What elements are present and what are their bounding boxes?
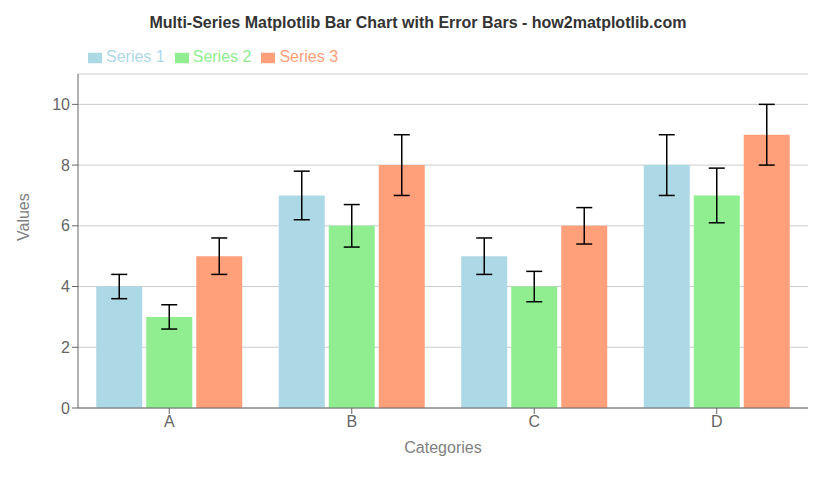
svg-text:0: 0 — [61, 400, 70, 417]
svg-text:Categories: Categories — [404, 439, 481, 456]
svg-text:B: B — [346, 413, 357, 430]
svg-text:D: D — [711, 413, 723, 430]
html-text:Series 1: Series 1 — [106, 48, 165, 65]
html-text:Multi-Series Matplotlib Bar Ch: Multi-Series Matplotlib Bar Chart with E… — [149, 14, 687, 31]
html-text:Series 3: Series 3 — [279, 48, 339, 65]
svg-text:10: 10 — [52, 96, 70, 113]
html-text:Series 2: Series 2 — [192, 48, 252, 65]
svg-text:4: 4 — [61, 278, 70, 295]
svg-text:A: A — [164, 413, 175, 430]
svg-text:8: 8 — [61, 157, 70, 174]
svg-text:6: 6 — [61, 217, 70, 234]
svg-text:C: C — [528, 413, 540, 430]
svg-text:Values: Values — [15, 193, 32, 241]
svg-text:2: 2 — [61, 339, 70, 356]
